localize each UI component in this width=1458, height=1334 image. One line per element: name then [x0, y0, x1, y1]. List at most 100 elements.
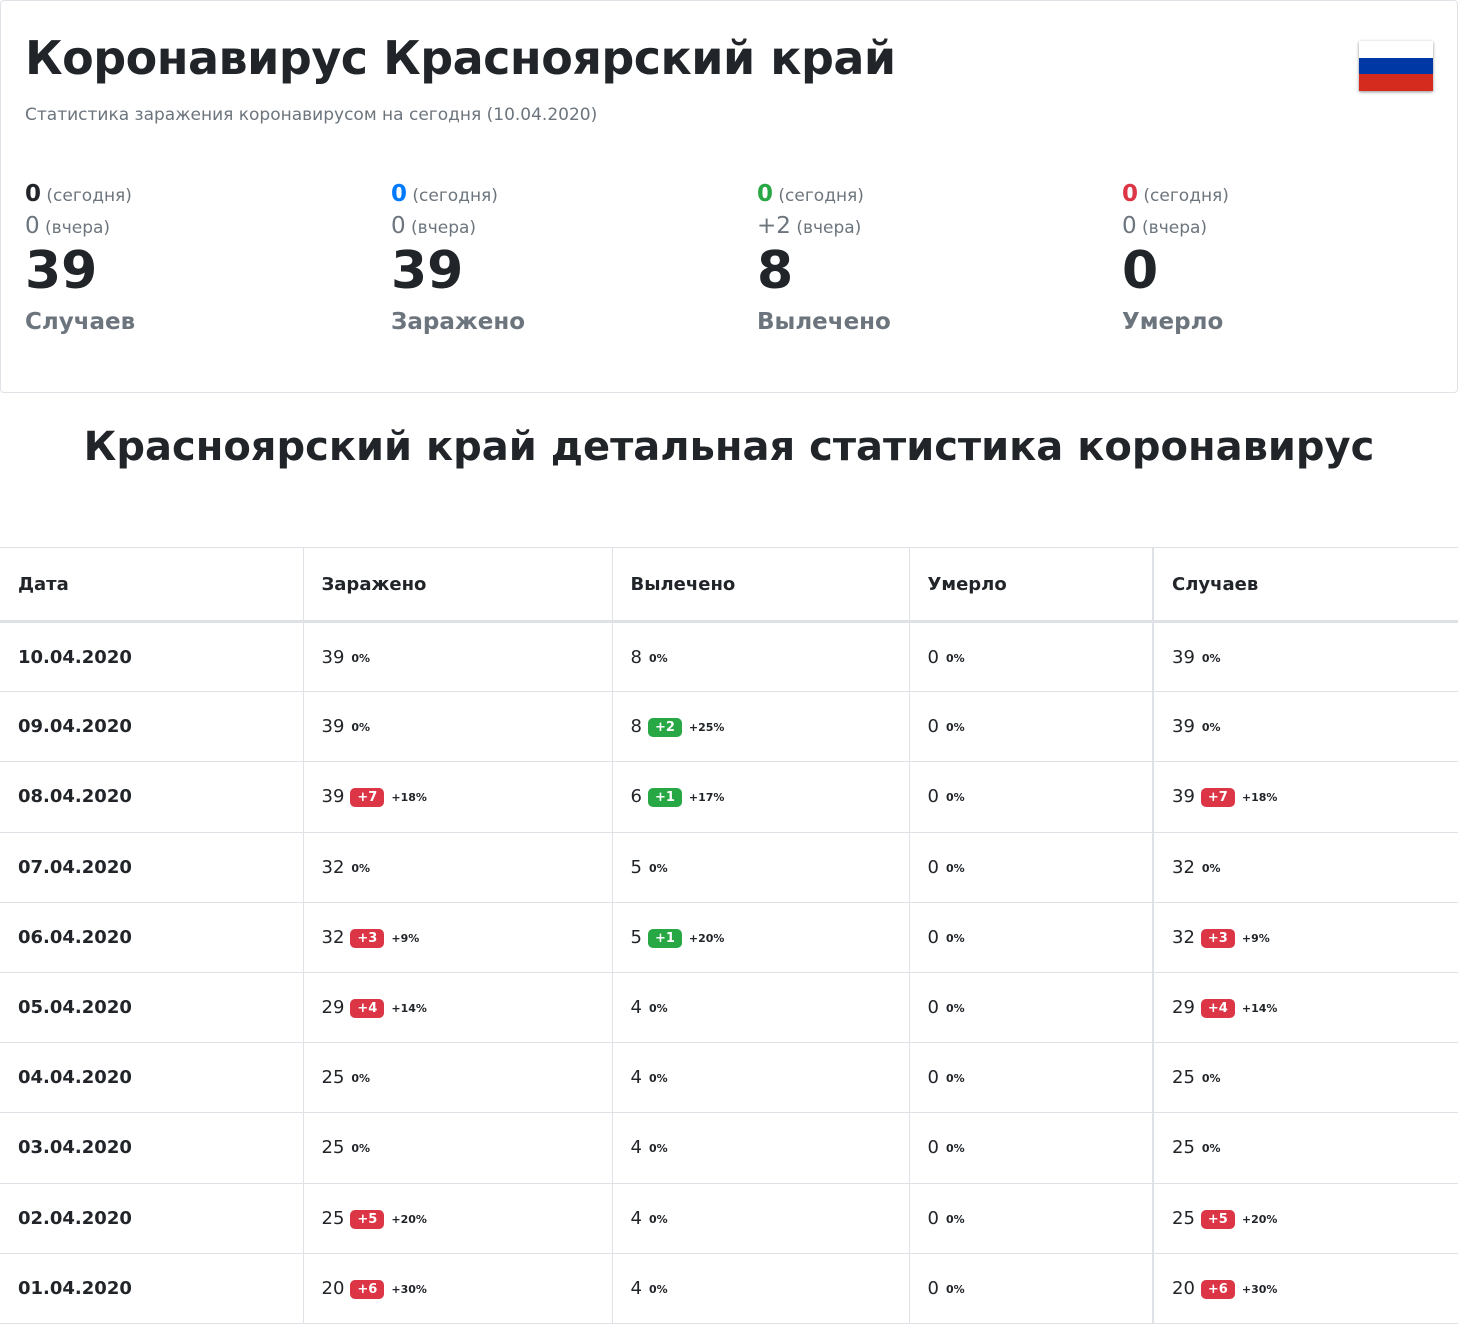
percent-change: 0% — [648, 1002, 668, 1016]
cell-value: 25 — [321, 1207, 345, 1229]
cell-deaths: 0 0% — [909, 1183, 1154, 1254]
stat-yesterday-label: (вчера) — [796, 218, 862, 238]
percent-change: 0% — [648, 1142, 668, 1156]
stat-label: Умерло — [1122, 309, 1224, 335]
stat-today: 0 (сегодня) — [25, 181, 355, 207]
row-date: 07.04.2020 — [0, 832, 304, 903]
column-header-date[interactable]: Дата — [0, 547, 304, 623]
table-row: 04.04.2020 25 0% 4 0% 0 0% 25 0% — [0, 1042, 1458, 1114]
cell-value: 0 — [927, 926, 939, 948]
delta-badge: +5 — [350, 1209, 385, 1229]
delta-badge: +1 — [647, 928, 682, 948]
cell-value: 29 — [321, 997, 345, 1019]
cell-cases: 25 +5 +20% — [1152, 1183, 1458, 1254]
cell-value: 20 — [321, 1277, 345, 1299]
percent-change: +20% — [688, 931, 725, 945]
percent-change: +18% — [391, 791, 427, 805]
stat-yesterday-value: 0 — [391, 213, 406, 239]
cell-value: 0 — [927, 1137, 939, 1159]
section-title: Красноярский край детальная статистика к… — [83, 424, 1375, 470]
delta-badge: +3 — [1200, 928, 1235, 948]
table-row: 05.04.2020 29 +4 +14% 4 0% 0 0% 29 +4 +14% — [0, 972, 1458, 1044]
percent-change: 0% — [945, 1212, 965, 1226]
stat-recovered: 0 (сегодня) +2 (вчера) 8 Вылечено — [757, 181, 1087, 335]
percent-change: 0% — [1201, 651, 1221, 665]
cell-value: 0 — [927, 1207, 939, 1229]
cell-value: 4 — [630, 1137, 642, 1159]
cell-infected: 29 +4 +14% — [303, 972, 613, 1044]
cell-value: 32 — [321, 856, 345, 878]
percent-change: +20% — [1241, 1212, 1278, 1226]
percent-change: 0% — [945, 791, 965, 805]
cell-recovered: 6 +1 +17% — [612, 761, 910, 833]
cell-recovered: 4 0% — [612, 1253, 910, 1324]
cell-cases: 25 0% — [1152, 1112, 1458, 1184]
percent-change: +30% — [391, 1282, 427, 1296]
delta-badge: +3 — [350, 928, 385, 948]
russia-flag-icon — [1359, 41, 1433, 91]
delta-badge: +6 — [350, 1279, 385, 1299]
percent-change: 0% — [945, 651, 965, 665]
cell-infected: 25 0% — [303, 1112, 613, 1184]
stat-today: 0 (сегодня) — [391, 181, 721, 207]
stat-cases: 0 (сегодня) 0 (вчера) 39 Случаев — [25, 181, 355, 335]
delta-badge: +1 — [647, 788, 682, 808]
cell-value: 32 — [321, 926, 345, 948]
table-row: 01.04.2020 20 +6 +30% 4 0% 0 0% 20 +6 +30% — [0, 1253, 1458, 1324]
cell-cases: 32 0% — [1152, 832, 1458, 903]
cell-value: 39 — [321, 786, 345, 808]
row-date: 02.04.2020 — [0, 1183, 304, 1254]
percent-change: +14% — [1241, 1002, 1278, 1016]
cell-value: 39 — [1172, 786, 1195, 808]
percent-change: +25% — [688, 721, 725, 735]
percent-change: 0% — [945, 1142, 965, 1156]
table-row: 08.04.2020 39 +7 +18% 6 +1 +17% 0 0% 39 +7 +18% — [0, 761, 1458, 833]
cell-recovered: 5 0% — [612, 832, 910, 903]
percent-change: 0% — [351, 1142, 371, 1156]
delta-badge: +7 — [1200, 788, 1235, 808]
cell-value: 5 — [630, 926, 642, 948]
cell-infected: 32 0% — [303, 832, 613, 903]
percent-change: 0% — [945, 1072, 965, 1086]
row-date: 06.04.2020 — [0, 902, 304, 973]
percent-change: +14% — [391, 1002, 427, 1016]
stat-today-label: (сегодня) — [412, 186, 498, 206]
cell-recovered: 4 0% — [612, 972, 910, 1044]
row-date: 09.04.2020 — [0, 691, 304, 763]
cell-value: 4 — [630, 997, 642, 1019]
cell-cases: 39 0% — [1152, 691, 1458, 763]
stat-today: 0 (сегодня) — [757, 181, 1087, 207]
percent-change: 0% — [648, 1072, 668, 1086]
percent-change: 0% — [945, 1002, 965, 1016]
cell-value: 4 — [630, 1277, 642, 1299]
column-header-recovered[interactable]: Вылечено — [612, 547, 910, 623]
stat-deaths: 0 (сегодня) 0 (вчера) 0 Умерло — [1122, 181, 1452, 335]
column-header-infected[interactable]: Заражено — [303, 547, 613, 623]
cell-value: 8 — [630, 646, 642, 668]
stat-yesterday-label: (вчера) — [411, 218, 477, 238]
cell-deaths: 0 0% — [909, 832, 1154, 903]
column-header-cases[interactable]: Случаев — [1152, 547, 1458, 623]
percent-change: 0% — [648, 1212, 668, 1226]
percent-change: 0% — [945, 931, 965, 945]
summary-card: Коронавирус Красноярский край Статистика… — [0, 0, 1458, 393]
column-header-deaths[interactable]: Умерло — [909, 547, 1154, 623]
stat-total: 0 — [1122, 241, 1159, 301]
stat-yesterday: +2 (вчера) — [757, 213, 1087, 239]
percent-change: 0% — [351, 861, 371, 875]
stat-yesterday-value: 0 — [1122, 213, 1137, 239]
percent-change: 0% — [945, 721, 965, 735]
percent-change: 0% — [648, 651, 668, 665]
row-date: 04.04.2020 — [0, 1042, 304, 1114]
cell-deaths: 0 0% — [909, 1042, 1154, 1114]
table-row: 07.04.2020 32 0% 5 0% 0 0% 32 0% — [0, 832, 1458, 903]
cell-value: 25 — [1172, 1207, 1195, 1229]
percent-change: 0% — [351, 721, 371, 735]
cell-value: 0 — [927, 716, 939, 738]
cell-cases: 39 +7 +18% — [1152, 761, 1458, 833]
percent-change: +30% — [1241, 1282, 1278, 1296]
cell-deaths: 0 0% — [909, 1253, 1154, 1324]
cell-value: 25 — [1172, 1067, 1195, 1089]
stat-infected: 0 (сегодня) 0 (вчера) 39 Заражено — [391, 181, 721, 335]
cell-value: 39 — [321, 716, 345, 738]
